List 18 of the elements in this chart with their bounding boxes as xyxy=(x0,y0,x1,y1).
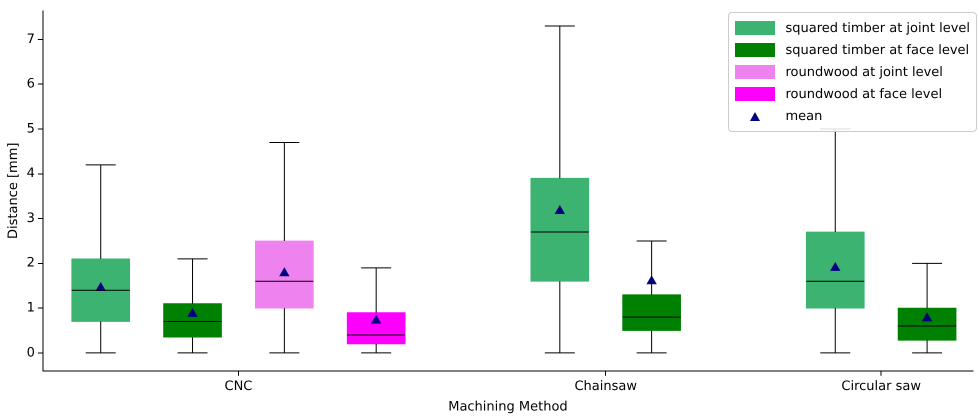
y-tick-label: 3 xyxy=(26,210,35,226)
y-tick-label: 0 xyxy=(26,345,35,360)
legend-label: roundwood at joint level xyxy=(785,64,943,80)
y-tick-label: 2 xyxy=(26,256,35,271)
y-tick-label: 4 xyxy=(26,166,35,182)
legend-label: mean xyxy=(785,108,822,124)
x-axis-title: Machining Method xyxy=(448,400,568,415)
y-tick-label: 7 xyxy=(26,32,35,47)
y-axis-title: Distance [mm] xyxy=(6,142,22,240)
legend-label: squared timber at joint level xyxy=(785,20,970,36)
y-tick-label: 1 xyxy=(26,300,35,316)
y-tick-label: 5 xyxy=(26,121,35,136)
legend-label: squared timber at face level xyxy=(785,42,970,58)
legend-label: roundwood at face level xyxy=(785,86,942,102)
y-tick-label: 6 xyxy=(26,76,35,92)
x-tick-label: Chainsaw xyxy=(574,378,638,394)
x-tick-label: Circular saw xyxy=(841,378,922,394)
x-tick-label: CNC xyxy=(224,378,252,394)
